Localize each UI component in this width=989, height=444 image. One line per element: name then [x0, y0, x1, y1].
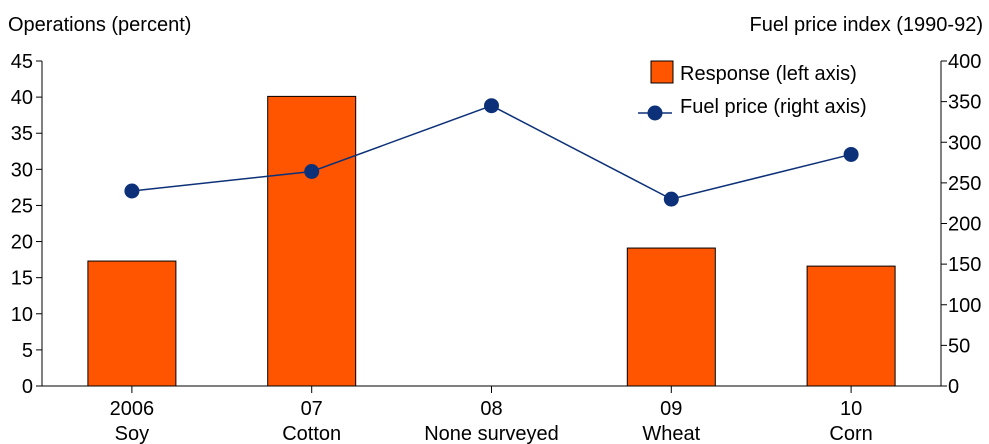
left-tick-label-8: 40 — [11, 87, 33, 109]
legend-label-response: Response (left axis) — [680, 63, 857, 85]
fuel-price-point-4 — [843, 146, 859, 162]
left-tick-label-5: 25 — [11, 195, 33, 217]
bar-3 — [626, 247, 716, 387]
left-tick-label-3: 15 — [11, 268, 33, 290]
right-tick-label-6: 300 — [948, 132, 981, 154]
right-tick-label-8: 400 — [948, 51, 981, 73]
left-tick-label-9: 45 — [11, 51, 33, 73]
left-tick-label-4: 20 — [11, 232, 33, 254]
legend-marker-swatch — [647, 105, 663, 121]
legend-label-fuel: Fuel price (right axis) — [680, 96, 867, 118]
left-tick-label-6: 30 — [11, 159, 33, 181]
x-tick-label-year-0: 2006 — [110, 398, 155, 420]
legend-bar-swatch — [650, 60, 674, 84]
left-tick-label-7: 35 — [11, 123, 33, 145]
x-tick-label-crop-2: None surveyed — [424, 423, 559, 444]
right-tick-label-3: 150 — [948, 254, 981, 276]
fuel-price-line — [131, 104, 852, 200]
x-tick-label-crop-1: Cotton — [282, 423, 341, 444]
fuel-price-point-3 — [663, 191, 679, 207]
bar-4 — [806, 265, 896, 387]
fuel-price-point-0 — [124, 183, 140, 199]
right-tick-label-1: 50 — [948, 335, 970, 357]
left-axis-title: Operations (percent) — [8, 14, 191, 36]
plot-area: 0 5 10 15 20 25 30 35 40 45 0 50 100 150 200 250 300 350 4… — [11, 51, 982, 444]
right-tick-label-5: 250 — [948, 173, 981, 195]
x-tick-label-crop-4: Corn — [829, 423, 872, 444]
fuel-price-point-1 — [304, 164, 320, 179]
left-tick-label-1: 5 — [22, 340, 33, 362]
left-tick-label-0: 0 — [22, 376, 33, 398]
right-tick-label-7: 350 — [948, 92, 981, 114]
x-tick-label-year-2: 08 — [480, 398, 502, 420]
x-tick-label-year-4: 10 — [840, 398, 862, 420]
right-tick-label-2: 100 — [948, 295, 981, 317]
right-tick-label-4: 200 — [948, 214, 981, 236]
bar-1 — [267, 95, 357, 387]
x-tick-label-crop-3: Wheat — [642, 423, 700, 444]
x-tick-label-crop-0: Soy — [115, 423, 149, 444]
legend: Response (left axis) Fuel price (right a… — [638, 60, 867, 121]
x-tick-label-year-1: 07 — [301, 398, 323, 420]
x-tick-label-year-3: 09 — [660, 398, 682, 420]
right-tick-label-0: 0 — [948, 376, 959, 398]
fuel-price-point-2 — [484, 98, 499, 114]
left-tick-label-2: 10 — [11, 304, 33, 326]
bar-0 — [87, 260, 177, 387]
right-axis-title: Fuel price index (1990-92) — [750, 14, 983, 36]
